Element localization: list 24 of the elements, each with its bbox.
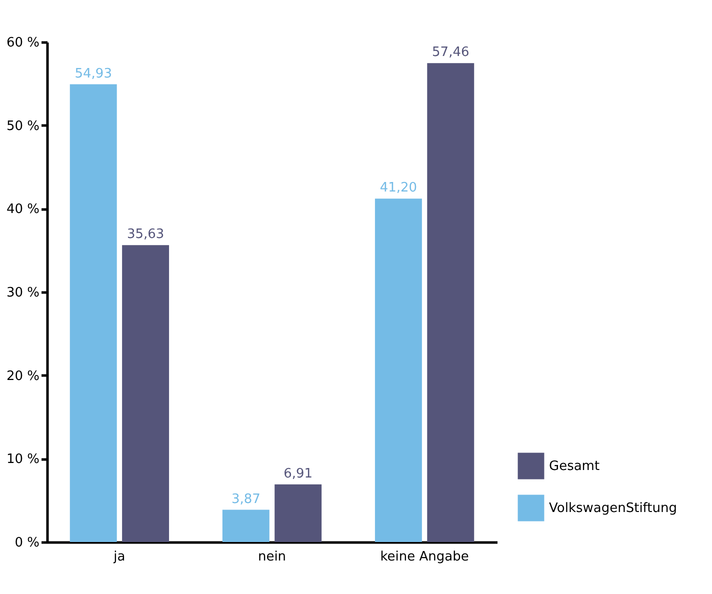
- legend-label: Gesamt: [549, 459, 600, 474]
- data-label: 54,93: [74, 66, 112, 82]
- bar: [374, 198, 422, 542]
- y-tick-label: 0 %: [14, 536, 40, 550]
- y-tick-label: 20 %: [6, 368, 40, 384]
- bar: [122, 245, 170, 542]
- x-tick-label: nein: [258, 550, 286, 564]
- bar: [222, 510, 270, 542]
- data-label: 41,20: [380, 180, 418, 196]
- data-label: 6,91: [284, 466, 313, 482]
- bar: [274, 484, 322, 542]
- y-tick-label: 50 %: [6, 118, 40, 134]
- bar: [70, 84, 117, 542]
- legend-label: VolkswagenStiftung: [549, 501, 677, 516]
- y-tick-label: 60 %: [6, 36, 40, 50]
- x-tick-label: ja: [112, 550, 126, 564]
- y-tick-label: 40 %: [6, 202, 40, 218]
- y-tick-label: 10 %: [6, 452, 40, 468]
- bar: [427, 63, 474, 542]
- data-label: 57,46: [432, 45, 470, 60]
- x-tick-label: keine Angabe: [380, 550, 469, 564]
- data-label: 35,63: [126, 227, 164, 242]
- data-label: 3,87: [231, 492, 260, 507]
- y-tick-label: 30 %: [6, 286, 40, 300]
